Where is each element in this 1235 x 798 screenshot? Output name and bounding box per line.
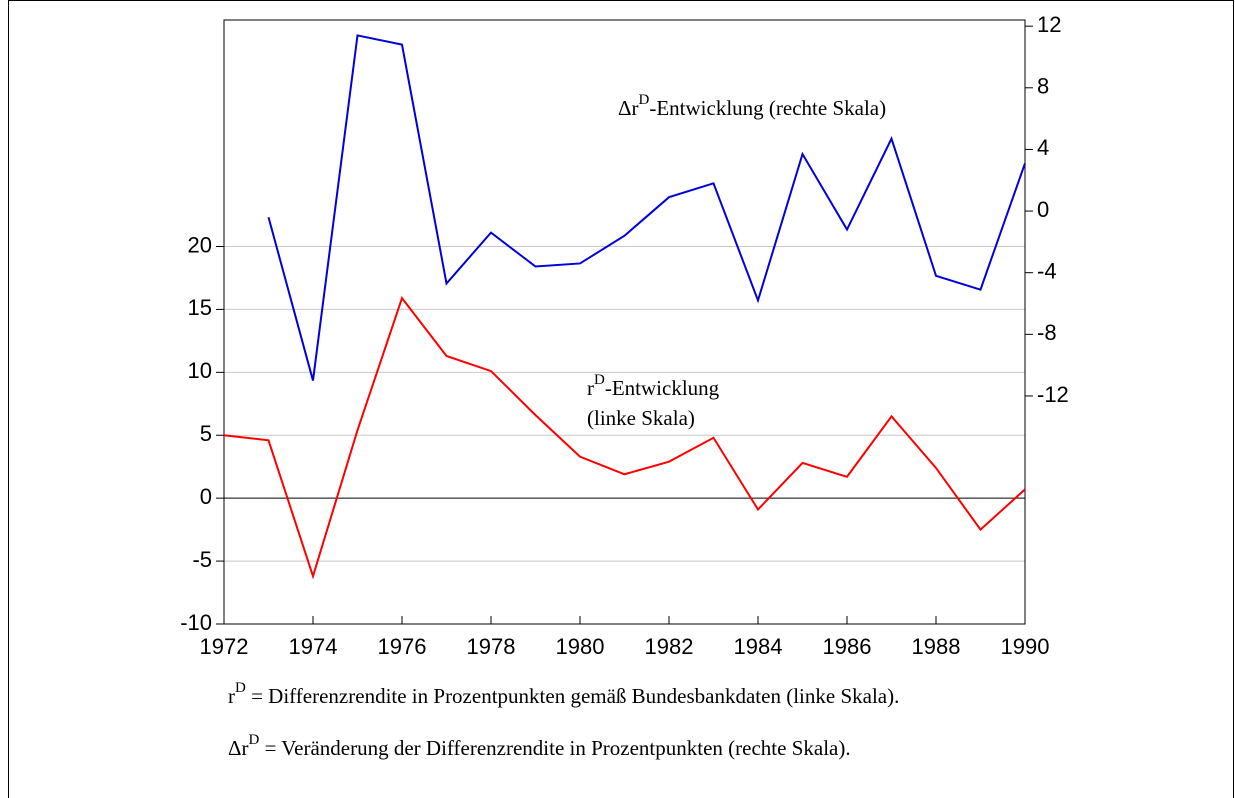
superscript: D — [249, 732, 260, 748]
x-tick-label: 1976 — [378, 634, 427, 659]
text-part: = Veränderung der Differenzrendite in Pr… — [259, 736, 850, 760]
text-part: r — [228, 684, 235, 708]
x-tick-label: 1982 — [645, 634, 694, 659]
x-tick-label: 1990 — [1001, 634, 1050, 659]
x-tick-label: 1984 — [734, 634, 783, 659]
series-line — [267, 34, 1026, 381]
text-part: = Differenzrendite in Prozentpunkten gem… — [246, 684, 900, 708]
x-tick-label: 1974 — [289, 634, 338, 659]
y2-tick-label: 8 — [1037, 74, 1049, 99]
y-tick-label: 15 — [188, 295, 212, 320]
figure-frame — [8, 0, 1234, 798]
y2-tick-label: 0 — [1037, 197, 1049, 222]
y2-tick-label: -12 — [1037, 382, 1069, 407]
y2-tick-label: -8 — [1037, 320, 1057, 345]
x-tick-label: 1978 — [467, 634, 516, 659]
x-tick-label: 1988 — [912, 634, 961, 659]
series-line — [223, 295, 1026, 580]
y-tick-label: 5 — [200, 421, 212, 446]
superscript: D — [639, 92, 650, 108]
x-tick-label: 1986 — [823, 634, 872, 659]
annotation: rD-Entwicklung — [587, 372, 720, 399]
text-part: -Entwicklung — [605, 376, 720, 400]
footnote: ΔrD = Veränderung der Differenzrendite i… — [228, 732, 851, 759]
text-part: -Entwicklung (rechte Skala) — [649, 96, 886, 120]
annotation: ΔrD-Entwicklung (rechte Skala) — [618, 92, 886, 119]
y2-tick-label: 12 — [1037, 12, 1061, 37]
text-part: r — [587, 376, 594, 400]
y2-tick-label: 4 — [1037, 135, 1049, 160]
y2-tick-label: -4 — [1037, 259, 1057, 284]
y-tick-label: 20 — [188, 232, 212, 257]
y-tick-label: 0 — [200, 484, 212, 509]
annotation: (linke Skala) — [587, 406, 695, 430]
text-part: Δr — [618, 96, 639, 120]
x-tick-label: 1980 — [556, 634, 605, 659]
plot-frame — [223, 19, 1026, 625]
footnote: rD = Differenzrendite in Prozentpunkten … — [228, 680, 899, 707]
y-tick-label: -10 — [180, 610, 212, 635]
y-tick-label: -5 — [192, 547, 212, 572]
x-tick-label: 1972 — [200, 634, 249, 659]
text-part: Δr — [228, 736, 249, 760]
superscript: D — [235, 680, 246, 696]
superscript: D — [594, 372, 605, 388]
y-tick-label: 10 — [188, 358, 212, 383]
